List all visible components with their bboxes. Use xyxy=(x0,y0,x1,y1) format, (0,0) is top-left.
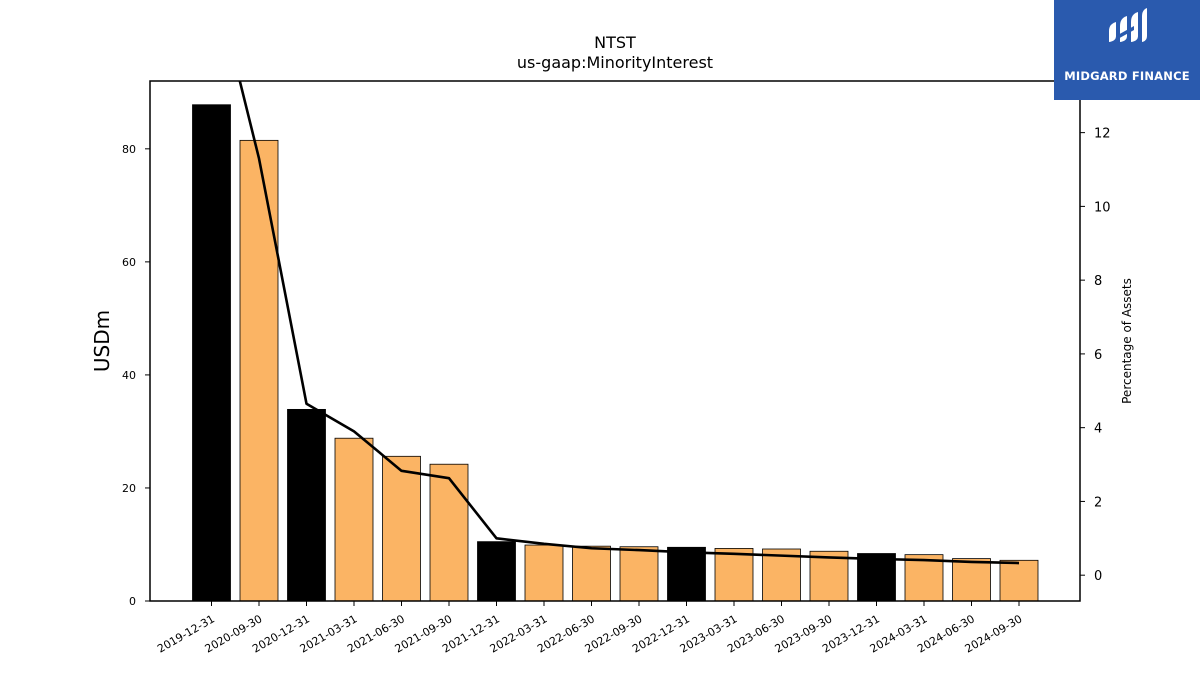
plot-frame xyxy=(149,80,1081,602)
bar-2022-03-31 xyxy=(524,544,564,602)
bar-2020-12-31 xyxy=(287,408,326,602)
bar-2023-09-30 xyxy=(809,550,849,602)
y2-tick-label: 12 xyxy=(1094,127,1111,142)
y-tick-label: 80 xyxy=(122,143,136,156)
y-tick-label: 40 xyxy=(122,369,136,382)
y-tick-label: 0 xyxy=(129,595,136,608)
chart-subtitle: us-gaap:MinorityInterest xyxy=(517,53,713,72)
y-tick-label: 60 xyxy=(122,256,136,269)
logo-text: MIDGARD FINANCE xyxy=(1064,69,1190,83)
bar-2019-12-31 xyxy=(192,104,231,602)
y-tick-label: 20 xyxy=(122,482,136,495)
bar-2021-09-30 xyxy=(429,463,469,602)
y2-tick-label: 0 xyxy=(1094,569,1102,584)
bar-2020-09-30 xyxy=(239,139,279,602)
bar-2023-12-31 xyxy=(857,553,896,602)
bar-2021-03-31 xyxy=(334,437,374,602)
bar-2024-09-30 xyxy=(999,559,1039,602)
bar-series xyxy=(192,104,1039,602)
bar-2022-06-30 xyxy=(572,545,611,602)
y2-tick-label: 10 xyxy=(1094,200,1111,215)
bar-2024-06-30 xyxy=(952,558,991,602)
y-axis-right: 0 2 4 6 8 10 12 xyxy=(1080,127,1111,584)
bar-2024-03-31 xyxy=(904,554,944,602)
bar-2021-12-31 xyxy=(477,541,516,602)
bar-2023-06-30 xyxy=(762,548,801,602)
bar-2022-12-31 xyxy=(667,546,706,602)
bar-2021-06-30 xyxy=(382,455,421,602)
y2-tick-label: 4 xyxy=(1094,422,1102,437)
line-series xyxy=(238,81,1020,565)
bar-2023-03-31 xyxy=(714,548,754,602)
midgard-logo-icon xyxy=(1109,8,1147,42)
y2-tick-label: 2 xyxy=(1094,495,1102,510)
midgard-finance-logo: MIDGARD FINANCE xyxy=(1054,0,1200,100)
chart-title: NTST xyxy=(594,33,636,52)
y2-tick-label: 6 xyxy=(1094,348,1102,363)
y-axis-right-label: Percentage of Assets xyxy=(1120,278,1134,404)
bar-2022-09-30 xyxy=(619,546,659,602)
x-axis: 2019-12-312020-09-302020-12-312021-03-31… xyxy=(155,601,1025,656)
y-axis-left: 0 20 40 60 80 xyxy=(122,143,150,608)
y2-tick-label: 8 xyxy=(1094,274,1102,289)
percentage-of-assets-line xyxy=(238,81,1020,565)
y-axis-left-label: USDm xyxy=(90,310,114,372)
